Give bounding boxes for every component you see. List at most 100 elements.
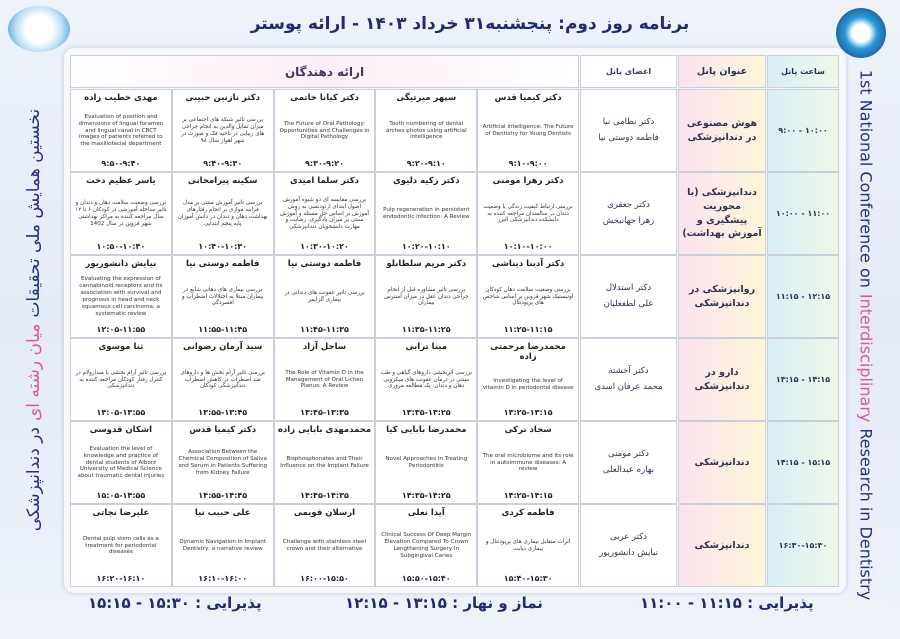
presenter-time: ۱۳:۵۵-۱۳:۴۵: [198, 408, 248, 417]
presenter-cell: دکتر کیمیا قدس Association Between the Ch…: [171, 421, 274, 504]
presenter-topic: The Future of Oral Pathology: Opportunit…: [279, 120, 370, 141]
footer-note: پذیرایی : ۱۵:۳۰ - ۱۵:۱۵: [88, 594, 262, 612]
presenter-name: اشکان قدوسی: [89, 425, 153, 435]
header-cell: اعضای پانل: [580, 55, 677, 88]
presenter-cell: دکتر کیمیا قدس Artificial Intelligence: T…: [477, 89, 579, 172]
header-cell: ارائه دهندگان: [70, 55, 579, 88]
panel-time: ۱۱:۰۰ - ۱۰:۰۰: [767, 172, 839, 255]
presenter-name: فاطمه کردی: [501, 508, 555, 518]
presenter-time: ۱۳:۲۵-۱۳:۱۵: [503, 408, 553, 417]
side-title: نخستین همایش ملی تحقیقات میان رشته ای در…: [24, 109, 44, 531]
header-cell: ساعت پانل: [767, 55, 839, 88]
presenter-cell: دکتر آدینا دیناشی بررسی وضعیت سلامت دهان …: [477, 255, 579, 338]
presenter-cell: مینا ترابی بررسی اثربخشی داروهای گیاهی و …: [375, 338, 478, 421]
presenter-topic: Evaluating the expression of cannabinoid…: [79, 276, 163, 317]
presenter-time: ۱۰:۲۰-۱۰:۱۰: [401, 242, 451, 251]
presenter-time: ۱۱:۵۵-۱۱:۴۵: [198, 325, 248, 334]
presenter-cell: فاطمه دوستی نیا بررسی تاثیر عفونت های دند…: [273, 255, 376, 338]
panel-time: ۱۲:۱۵ - ۱۱:۱۵: [767, 255, 839, 338]
presenter-name: علی حبیب نیا: [194, 508, 251, 518]
presenter-name: دکتر زکیه دلیوی: [392, 176, 460, 186]
presenter-topic: بررسی وضعیت سلامت دهان کودکان اوتیستیک ش…: [482, 286, 574, 307]
presenter-time: ۱۱:۳۵-۱۱:۲۵: [401, 325, 451, 334]
presenter-topic: Novel Approaches in Treating Periodontit…: [385, 456, 468, 469]
side-title: 1st National Conference on Interdiscipli…: [857, 70, 876, 600]
presenter-name: مهدی خطیب زاده: [84, 93, 158, 103]
presenter-time: ۹:۴۰-۹:۳۰: [203, 159, 243, 168]
panel-title: دندانپزشکی (با محوریت پیشگیری و آموزش به…: [678, 172, 766, 255]
side-text: Interdisciplinary: [856, 293, 876, 423]
side-text: در دندانپزشکی: [24, 427, 44, 532]
member-name: علی لطفعلیان: [603, 298, 654, 309]
presenter-name: دکتر کیانا خاتمی: [290, 93, 359, 103]
presenter-time: ۱۳:۳۵-۱۳:۲۵: [401, 408, 451, 417]
panel-time: ۱۴:۱۵ - ۱۳:۱۵: [767, 338, 839, 421]
panel-members: دکتر نظامی نیا فاطمه دوستی نیا: [580, 89, 677, 172]
presenter-topic: بررسی تاثیر آموزش مبتنی بر مدل فرایند مو…: [177, 200, 268, 227]
presenter-cell: فاطمه کردی اثرات متقابل بیماری های پریودن…: [477, 504, 579, 587]
presenter-topic: بررسی تاثیر آرام بخش ها و داروهای ضد اضط…: [180, 369, 265, 390]
presenter-time: ۱۴:۰۵-۱۳:۵۵: [96, 408, 146, 417]
presenter-cell: سکینه پیرامخانی بررسی تاثیر آموزش مبتنی ب…: [171, 172, 274, 255]
presenter-name: آیدا نعلی: [407, 508, 445, 518]
presenter-time: ۱۰:۴۰-۱۰:۳۰: [198, 242, 248, 251]
presenter-cell: دکتر مریم سلطانلو بررسی تاثیر مشاوره قبل …: [375, 255, 478, 338]
presenter-name: یاسر عظیم دخت: [86, 176, 156, 186]
presenter-topic: Evaluation the level of knowledge and pr…: [77, 445, 165, 480]
presenter-topic: Pulp regeneration in persistent endodont…: [382, 207, 470, 220]
presenter-time: ۹:۳۰-۹:۲۰: [304, 159, 344, 168]
member-name: دکتر عربی: [610, 532, 648, 543]
presenter-topic: بررسی تاثیر آرام بخشی با میدازولام در کن…: [75, 369, 167, 390]
member-name: نیایش دانشوریور: [599, 547, 658, 558]
presenter-topic: Investigating the level of vitamin D in …: [482, 378, 574, 391]
presenter-cell: سید آرمان رضوانی بررسی تاثیر آرام بخش ها …: [171, 338, 274, 421]
presenter-name: سکینه پیرامخانی: [187, 176, 258, 186]
presenter-cell: علیرضا نجاتی Dental pulp stem cells as a …: [70, 504, 172, 587]
presenter-name: فاطمه دوستی نیا: [287, 259, 362, 269]
member-name: دکتر جعفری: [607, 200, 650, 211]
presenter-time: ۱۵:۵۰-۱۵:۴۰: [401, 574, 451, 583]
presenter-topic: Evaluation of position and dimensions of…: [78, 113, 164, 148]
member-name: محمد عرفان اسدی: [594, 381, 663, 392]
presenter-name: ثنا موسوی: [98, 342, 144, 352]
member-name: زهرا جهانبخش: [602, 215, 655, 226]
presenter-name: سپهر میرتیگی: [396, 93, 457, 103]
presenter-cell: یاسر عظیم دخت بررسی وضعیت سلامت دهان و دن…: [70, 172, 172, 255]
side-text: Research in Dentistry: [856, 428, 876, 601]
presenter-time: ۱۶:۲۰-۱۶:۱۰: [96, 574, 146, 583]
presenter-time: ۱۰:۱۰-۱۰:۰۰: [503, 242, 553, 251]
presenter-topic: بررسی ارتباط کیفیت زندگی با وضعیت دندان …: [483, 203, 573, 224]
panel-members: دکتر جعفری زهرا جهانبخش: [580, 172, 677, 255]
presenter-topic: بررسی اثربخشی داروهای گیاهی و طب سنتی در…: [380, 369, 472, 390]
presenter-cell: محمدرضا مرحمتی زاده Investigating the lev…: [477, 338, 579, 421]
panel-time: ۱۵:۱۵ - ۱۴:۱۵: [767, 421, 839, 504]
presenter-cell: دکتر زهرا مومنی بررسی ارتباط کیفیت زندگی …: [477, 172, 579, 255]
presenter-time: ۹:۵۰-۹:۴۰: [101, 159, 141, 168]
side-text: 1st National Conference on: [856, 69, 876, 288]
presenter-topic: Tooth numbering of dental arches photos …: [385, 120, 467, 141]
header-cell: عنوان پانل: [678, 55, 766, 88]
logo: [8, 6, 70, 52]
presenter-time: ۱۵:۴۰-۱۵:۳۰: [503, 574, 553, 583]
presenter-time: ۱۱:۴۵-۱۱:۳۵: [300, 325, 349, 334]
presenter-name: محمدرضا بابایی کیا: [386, 425, 467, 435]
side-text: میان رشته ای: [24, 323, 44, 422]
presenter-time: ۹:۱۰-۹:۰۰: [508, 159, 548, 168]
panel-title: دندانپزشکی: [678, 421, 766, 504]
member-name: دکتر استدلال: [605, 283, 652, 294]
presenter-name: مینا ترابی: [405, 342, 448, 352]
presenter-topic: اثرات متقابل بیماری های پریودنتال و بیما…: [485, 539, 571, 552]
panel-time: ۱۰:۰۰ - ۹:۰۰: [767, 89, 839, 172]
presenter-time: ۱۴:۲۵-۱۴:۱۵: [503, 491, 553, 500]
panel-title: دارو در دندانپزشکی: [678, 338, 766, 421]
panel-members: دکتر عربی نیایش دانشوریور: [580, 504, 677, 587]
presenter-name: دکتر آدینا دیناشی: [491, 259, 565, 269]
presenter-time: ۱۴:۳۵-۱۴:۲۵: [401, 491, 451, 500]
presenter-cell: ارسلان قویمی Challenge with stainless ste…: [273, 504, 376, 587]
presenter-topic: بررسی تاثیر مشاوره قبل از انجام جراحی دن…: [383, 286, 469, 307]
presenter-cell: آیدا نعلی Clinical Success Of Deep Margin…: [375, 504, 478, 587]
panel-members: دکتر آخشته محمد عرفان اسدی: [580, 338, 677, 421]
presenter-name: علیرضا نجاتی: [92, 508, 150, 518]
presenter-time: ۱۳:۴۵-۱۳:۳۵: [300, 408, 349, 417]
